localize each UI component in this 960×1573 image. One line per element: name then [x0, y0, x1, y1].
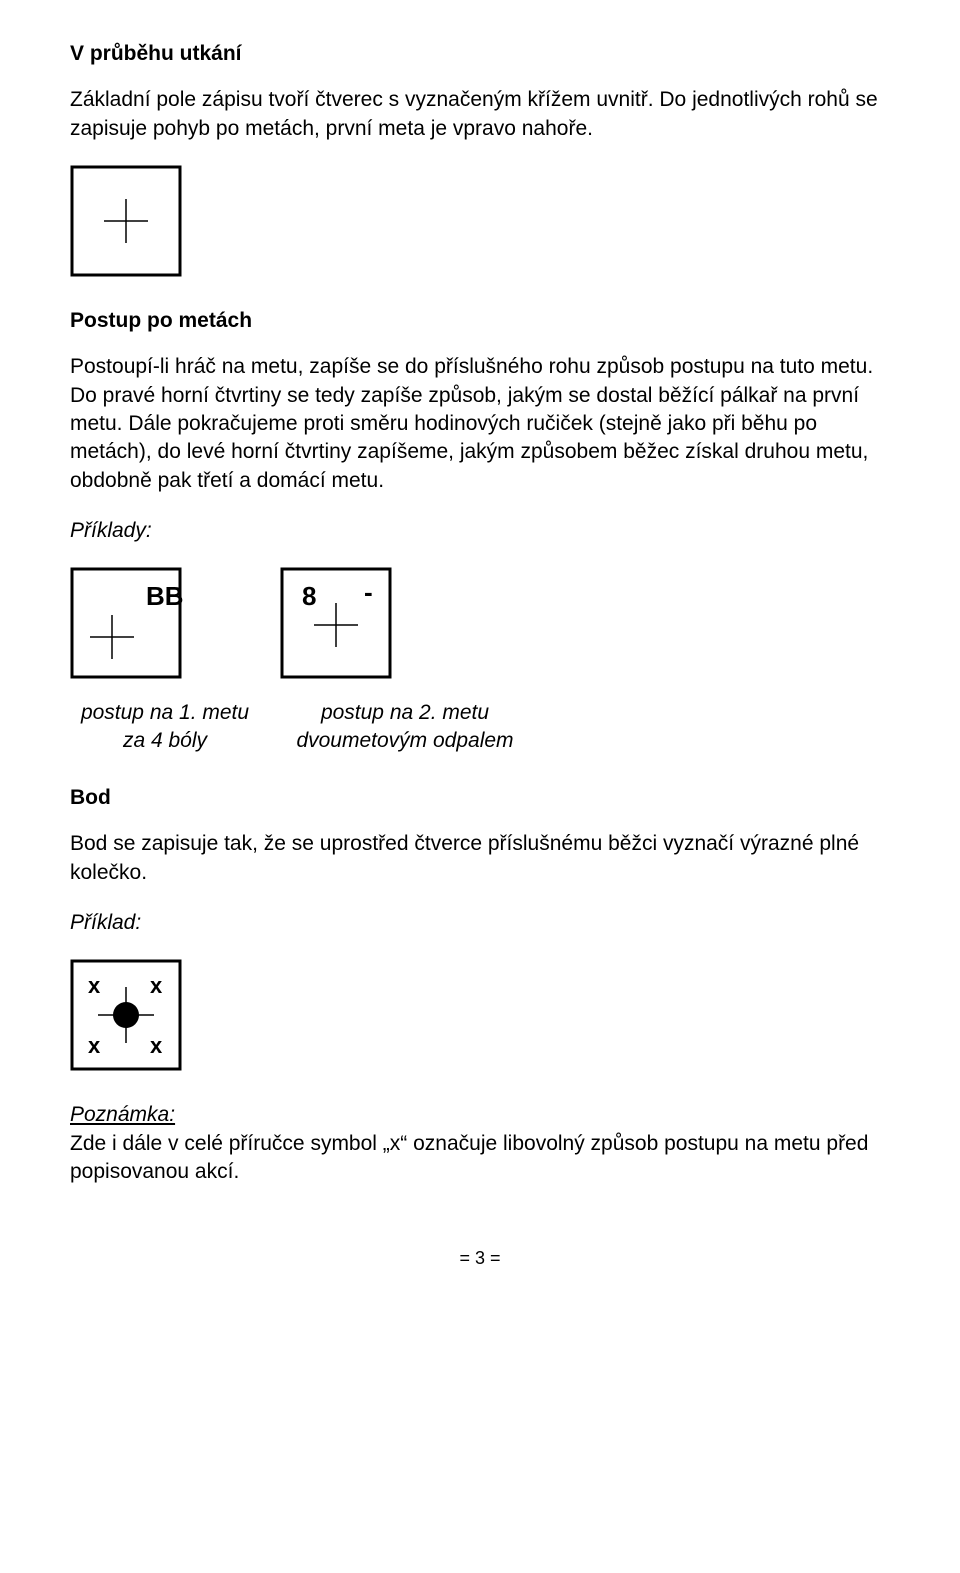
bod-x-bl: x	[88, 1033, 101, 1058]
section3-para: Bod se zapisuje tak, že se uprostřed čtv…	[70, 830, 890, 887]
example1-label: BB	[146, 581, 184, 611]
section1-para: Základní pole zápisu tvoří čtverec s vyz…	[70, 86, 890, 143]
page-number: = 3 =	[70, 1246, 890, 1270]
example1-col: BB	[70, 567, 210, 679]
bod-x-tl: x	[88, 973, 101, 998]
note-heading: Poznámka:	[70, 1101, 890, 1129]
example2-label-left: 8	[302, 581, 316, 611]
priklady-label: Příklady:	[70, 517, 890, 545]
priklad-label: Příklad:	[70, 909, 890, 937]
section1-heading: V průběhu utkání	[70, 40, 890, 68]
example-diagrams-row: BB 8 -	[70, 567, 890, 679]
diagram-basic	[70, 165, 890, 277]
example2-label-right: -	[364, 577, 373, 607]
section2-para: Postoupí-li hráč na metu, zapíše se do p…	[70, 353, 890, 495]
basic-cross-box	[70, 165, 182, 277]
example1-caption: postup na 1. metu za 4 bóly	[70, 699, 260, 754]
section2-heading: Postup po metách	[70, 307, 890, 335]
example2-box: 8 -	[280, 567, 420, 679]
example1-box: BB	[70, 567, 210, 679]
example2-col: 8 -	[280, 567, 420, 679]
captions-row: postup na 1. metu za 4 bóly postup na 2.…	[70, 699, 890, 754]
bod-x-br: x	[150, 1033, 163, 1058]
diagram-bod: x x x x	[70, 959, 890, 1071]
example2-caption: postup na 2. metu dvoumetovým odpalem	[295, 699, 515, 754]
section3-heading: Bod	[70, 784, 890, 812]
bod-x-tr: x	[150, 973, 163, 998]
bod-box: x x x x	[70, 959, 182, 1071]
note-para: Zde i dále v celé příručce symbol „x“ oz…	[70, 1130, 890, 1187]
